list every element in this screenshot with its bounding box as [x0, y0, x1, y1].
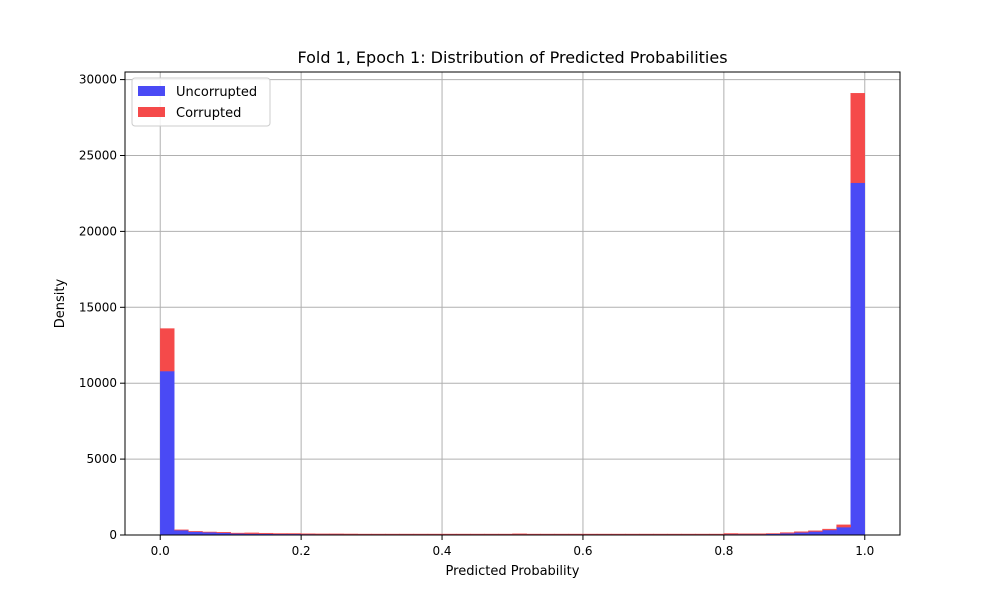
histogram-bar	[837, 527, 851, 535]
histogram-bar	[780, 533, 794, 534]
x-tick-label: 0.0	[151, 544, 170, 558]
x-tick-label: 1.0	[855, 544, 874, 558]
y-tick-label: 5000	[86, 452, 117, 466]
histogram-bar	[160, 329, 174, 372]
chart-title: Fold 1, Epoch 1: Distribution of Predict…	[297, 48, 727, 67]
histogram-bars	[160, 93, 865, 535]
y-axis-ticks: 0 5000 10000 15000 20000 25000 30000	[79, 73, 125, 542]
y-axis-label: Density	[53, 278, 68, 328]
y-tick-label: 20000	[79, 224, 117, 238]
histogram-bar	[823, 529, 837, 530]
y-tick-label: 30000	[79, 73, 117, 87]
legend: Uncorrupted Corrupted	[132, 78, 270, 126]
legend-label: Corrupted	[176, 106, 241, 121]
legend-swatch	[138, 86, 165, 96]
histogram-bar	[245, 533, 259, 534]
histogram-bar	[823, 530, 837, 535]
x-tick-label: 0.4	[432, 544, 451, 558]
histogram-bar	[808, 531, 822, 532]
legend-swatch	[138, 107, 165, 117]
histogram-bar	[851, 93, 865, 183]
histogram-bar	[724, 533, 738, 534]
plot-frame	[125, 72, 900, 535]
legend-label: Uncorrupted	[176, 85, 257, 100]
histogram-bar	[851, 183, 865, 535]
histogram-bar	[259, 533, 273, 534]
x-axis-ticks: 0.0 0.2 0.4 0.6 0.8 1.0	[151, 535, 875, 558]
grid-lines	[125, 72, 900, 535]
histogram-bar	[837, 525, 851, 527]
y-tick-label: 15000	[79, 300, 117, 314]
histogram-bar	[808, 532, 822, 535]
histogram-bar	[188, 532, 202, 535]
x-tick-label: 0.8	[714, 544, 733, 558]
x-tick-label: 0.2	[292, 544, 311, 558]
y-tick-label: 25000	[79, 148, 117, 162]
x-tick-label: 0.6	[573, 544, 592, 558]
histogram-bar	[174, 530, 188, 535]
y-tick-label: 10000	[79, 376, 117, 390]
y-tick-label: 0	[109, 528, 117, 542]
histogram-bar	[160, 371, 174, 535]
histogram-bar	[794, 532, 808, 533]
x-axis-label: Predicted Probability	[446, 564, 580, 579]
